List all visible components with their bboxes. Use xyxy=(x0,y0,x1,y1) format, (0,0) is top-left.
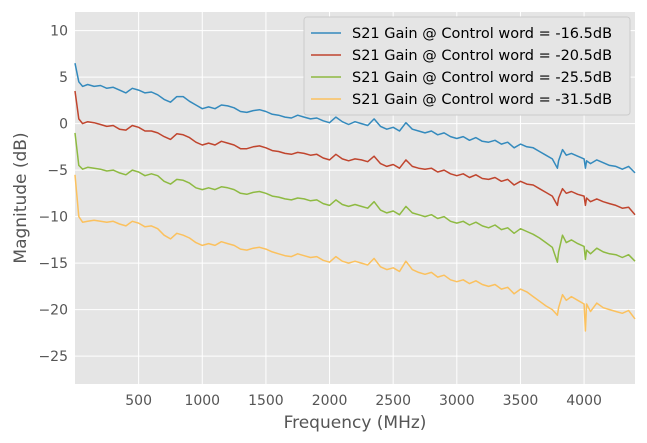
y-axis-label: Magnitude (dB) xyxy=(11,132,31,263)
series-line-3 xyxy=(74,132,636,263)
legend-label-4: S21 Gain @ Control word = -31.5dB xyxy=(352,92,612,108)
x-tick-label: 4000 xyxy=(566,393,602,409)
y-tick-label: 10 xyxy=(50,24,68,40)
x-tick-label: 3500 xyxy=(503,393,539,409)
y-tick-label: −25 xyxy=(38,349,68,365)
series-line-1 xyxy=(74,63,636,174)
legend-box xyxy=(303,16,631,116)
series-line-4 xyxy=(74,174,636,332)
y-tick-label: −15 xyxy=(38,256,68,272)
x-axis-label: Frequency (MHz) xyxy=(284,413,427,433)
series-line-2 xyxy=(74,90,636,216)
y-tick-labels: 10 5 0 −5 −10 −15 −20 −25 xyxy=(38,24,68,366)
legend-label-2: S21 Gain @ Control word = -20.5dB xyxy=(352,48,612,64)
x-tick-label: 500 xyxy=(125,393,152,409)
x-tick-label: 3000 xyxy=(439,393,475,409)
x-tick-label: 1000 xyxy=(184,393,220,409)
legend: S21 Gain @ Control word = -16.5dB S21 Gai… xyxy=(303,16,631,116)
x-tick-labels: 500 1000 1500 2000 2500 3000 3500 4000 xyxy=(125,393,602,409)
x-tick-label: 1500 xyxy=(248,393,284,409)
legend-label-3: S21 Gain @ Control word = -25.5dB xyxy=(352,70,612,86)
x-tick-label: 2000 xyxy=(312,393,348,409)
y-tick-label: −20 xyxy=(38,303,68,319)
y-tick-label: 0 xyxy=(59,117,68,133)
legend-label-1: S21 Gain @ Control word = -16.5dB xyxy=(352,26,612,42)
series-lines xyxy=(74,63,636,332)
y-tick-label: −5 xyxy=(47,163,68,179)
y-tick-label: 5 xyxy=(59,70,68,86)
x-tick-label: 2500 xyxy=(375,393,411,409)
y-tick-label: −10 xyxy=(38,210,68,226)
